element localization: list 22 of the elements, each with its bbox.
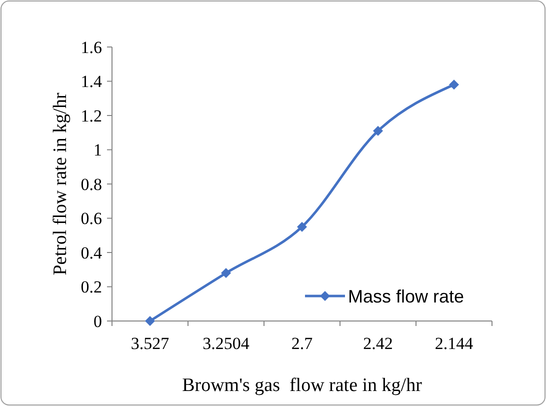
x-tick-label: 3.2504 bbox=[202, 334, 250, 353]
x-tick-label: 2.42 bbox=[363, 334, 393, 353]
x-axis-title: Browm's gas flow rate in kg/hr bbox=[182, 375, 423, 396]
point bbox=[449, 80, 459, 90]
y-tick-label: 1 bbox=[94, 140, 102, 160]
point bbox=[221, 268, 231, 278]
y-tick-label: 1.6 bbox=[80, 38, 102, 57]
x-tick-label: 2.7 bbox=[291, 334, 314, 353]
y-tick-label: 0.4 bbox=[80, 243, 102, 262]
x-tick-label: 3.527 bbox=[130, 334, 170, 353]
y-tick-label: 0.2 bbox=[80, 278, 102, 297]
point bbox=[373, 126, 383, 136]
y-tick-label: 0 bbox=[94, 312, 102, 331]
y-axis-title: Petrol flow rate in kg/hr bbox=[50, 92, 71, 276]
y-tick-label: 1.4 bbox=[80, 72, 102, 92]
y-tick-label: 1.2 bbox=[80, 106, 102, 126]
point bbox=[297, 222, 307, 232]
x-tick-label: 2.144 bbox=[434, 334, 474, 353]
y-tick-label: 0.8 bbox=[80, 174, 102, 194]
y-tick-label: 0.6 bbox=[80, 209, 102, 228]
point bbox=[145, 316, 155, 326]
legend-label: Mass flow rate bbox=[348, 286, 464, 306]
